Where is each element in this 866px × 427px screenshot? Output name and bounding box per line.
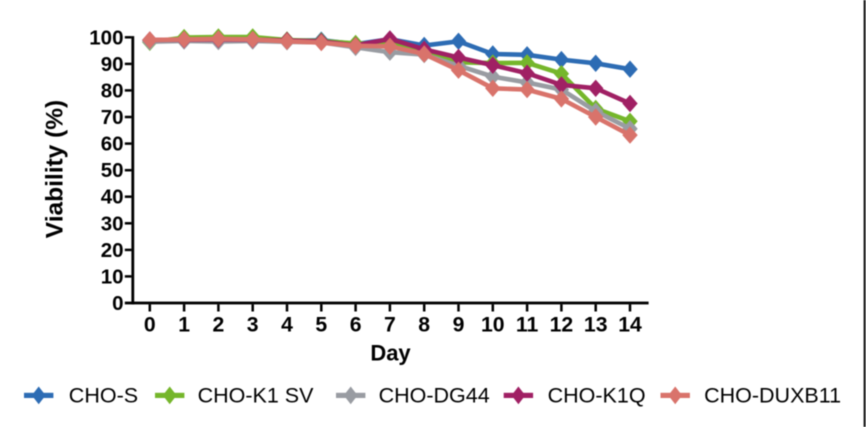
- svg-text:80: 80: [101, 79, 124, 102]
- svg-text:Day: Day: [370, 340, 411, 365]
- svg-text:CHO-K1 SV: CHO-K1 SV: [198, 384, 315, 408]
- svg-text:CHO-K1Q: CHO-K1Q: [548, 384, 646, 408]
- svg-text:6: 6: [350, 313, 362, 336]
- svg-text:1: 1: [178, 313, 190, 336]
- svg-text:2: 2: [213, 313, 225, 336]
- svg-text:10: 10: [101, 265, 124, 288]
- svg-text:40: 40: [101, 186, 124, 209]
- svg-text:14: 14: [618, 313, 642, 336]
- svg-text:10: 10: [481, 313, 505, 336]
- svg-text:100: 100: [89, 26, 123, 49]
- svg-text:13: 13: [584, 313, 608, 336]
- svg-text:Viability (%): Viability (%): [42, 100, 69, 238]
- svg-text:CHO-DG44: CHO-DG44: [379, 384, 490, 408]
- svg-text:60: 60: [101, 133, 124, 156]
- svg-text:5: 5: [315, 313, 327, 336]
- svg-text:50: 50: [101, 159, 124, 182]
- svg-text:9: 9: [453, 313, 465, 336]
- svg-text:CHO-S: CHO-S: [69, 384, 138, 408]
- svg-text:7: 7: [384, 313, 396, 336]
- svg-text:3: 3: [247, 313, 259, 336]
- svg-text:CHO-DUXB11: CHO-DUXB11: [704, 384, 841, 408]
- svg-text:70: 70: [101, 106, 124, 129]
- svg-text:20: 20: [101, 239, 124, 262]
- svg-text:11: 11: [516, 313, 539, 336]
- svg-text:0: 0: [112, 292, 123, 315]
- svg-text:0: 0: [144, 313, 156, 336]
- svg-text:12: 12: [550, 313, 574, 336]
- svg-text:4: 4: [281, 313, 293, 336]
- svg-text:90: 90: [101, 53, 124, 76]
- svg-text:8: 8: [418, 313, 430, 336]
- svg-text:30: 30: [101, 212, 124, 235]
